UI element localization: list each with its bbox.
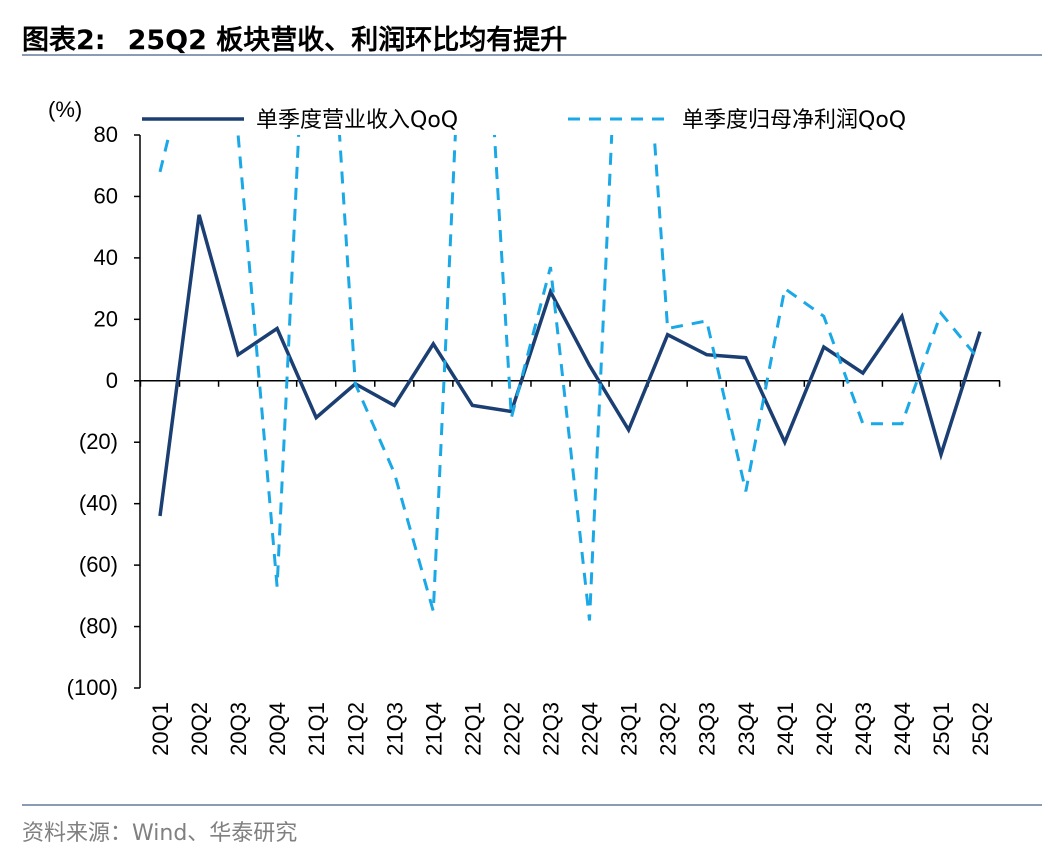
x-tick-label: 24Q1 (773, 702, 798, 756)
profit-qoq-line (158, 135, 982, 621)
legend-label-revenue: 单季度营业收入QoQ (256, 108, 458, 133)
title-divider (22, 54, 1042, 56)
source-note: 资料来源：Wind、华泰研究 (22, 821, 298, 846)
x-tick-label: 25Q2 (968, 702, 993, 756)
x-tick-label: 22Q1 (460, 702, 485, 756)
x-tick-label: 24Q2 (812, 702, 837, 756)
x-tick-label: 23Q2 (656, 702, 681, 756)
x-tick-label: 22Q2 (499, 702, 524, 756)
x-tick-label: 22Q3 (539, 702, 564, 756)
x-tick-label: 20Q3 (226, 702, 251, 756)
source-divider (22, 804, 1042, 806)
x-tick-label: 24Q4 (890, 702, 915, 756)
x-tick-label: 21Q3 (382, 702, 407, 756)
y-tick-label: 60 (94, 183, 118, 208)
chart-legend: 单季度营业收入QoQ 单季度归母净利润QoQ (142, 108, 906, 133)
x-tick-label: 23Q4 (734, 702, 759, 756)
legend-label-profit: 单季度归母净利润QoQ (682, 108, 906, 133)
x-tick-label: 23Q3 (695, 702, 720, 756)
figure-title-text: 25Q2 板块营收、利润环比均有提升 (127, 25, 568, 56)
y-tick-label: 20 (94, 306, 118, 331)
figure-title: 图表2: 25Q2 板块营收、利润环比均有提升 (22, 18, 567, 57)
y-tick-label: 80 (94, 122, 118, 147)
y-tick-label: (40) (79, 491, 118, 516)
chart-series (158, 134, 982, 621)
x-tick-label: 23Q1 (617, 702, 642, 756)
y-tick-label: (100) (67, 675, 118, 700)
x-tick-label: 22Q4 (578, 702, 603, 756)
y-tick-label: (60) (79, 552, 118, 577)
y-tick-label: 40 (94, 245, 118, 270)
x-tick-label: 20Q1 (148, 702, 173, 756)
x-tick-label: 20Q4 (265, 702, 290, 756)
y-tick-label: (80) (79, 614, 118, 639)
x-tick-label: 20Q2 (187, 702, 212, 756)
x-tick-label: 24Q3 (851, 702, 876, 756)
x-tick-label: 25Q1 (929, 702, 954, 756)
chart-axes: 80 60 40 20 0 (20) (40) (60) (80) (100) (%) 20Q1 20Q… (48, 97, 1001, 756)
y-axis-label: (%) (48, 97, 82, 122)
x-tick-label: 21Q4 (421, 702, 446, 756)
y-tick-label: (20) (79, 429, 118, 454)
y-tick-label: 0 (106, 368, 118, 393)
figure-number: 图表2: (22, 25, 106, 56)
x-tick-label: 21Q2 (343, 702, 368, 756)
x-tick-label: 21Q1 (304, 702, 329, 756)
revenue-qoq-line (158, 214, 982, 517)
